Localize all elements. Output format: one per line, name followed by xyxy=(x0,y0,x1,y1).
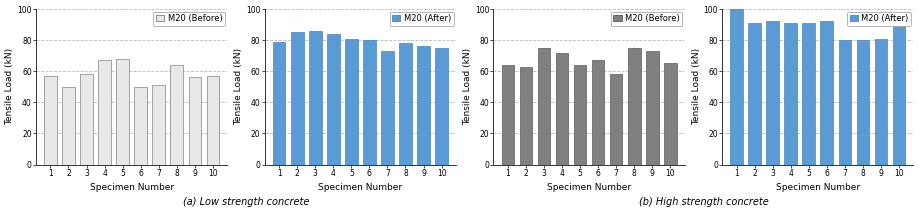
Bar xyxy=(628,48,641,165)
Y-axis label: Tensile Load (kN): Tensile Load (kN) xyxy=(6,48,15,125)
Bar xyxy=(291,32,303,165)
X-axis label: Specimen Number: Specimen Number xyxy=(776,183,860,192)
Bar xyxy=(664,64,676,165)
Bar xyxy=(785,23,797,165)
Legend: M20 (After): M20 (After) xyxy=(847,12,911,26)
Bar xyxy=(309,31,322,165)
Bar xyxy=(44,76,57,165)
Bar xyxy=(345,39,357,165)
Bar xyxy=(502,65,514,165)
Bar xyxy=(436,48,448,165)
Bar xyxy=(857,40,869,165)
Bar xyxy=(153,85,165,165)
Y-axis label: Tensile Load (kN): Tensile Load (kN) xyxy=(463,48,472,125)
Bar xyxy=(62,87,74,165)
Bar xyxy=(399,43,412,165)
Bar xyxy=(117,59,129,165)
Bar xyxy=(892,20,905,165)
Bar xyxy=(875,39,887,165)
Bar xyxy=(327,34,340,165)
Bar xyxy=(821,22,834,165)
Y-axis label: Tensile Load (kN): Tensile Load (kN) xyxy=(234,48,244,125)
X-axis label: Specimen Number: Specimen Number xyxy=(318,183,403,192)
Bar xyxy=(731,9,743,165)
Legend: M20 (After): M20 (After) xyxy=(390,12,454,26)
Y-axis label: Tensile Load (kN): Tensile Load (kN) xyxy=(692,48,700,125)
X-axis label: Specimen Number: Specimen Number xyxy=(89,183,174,192)
X-axis label: Specimen Number: Specimen Number xyxy=(547,183,631,192)
Bar xyxy=(381,51,393,165)
Bar xyxy=(98,60,111,165)
Bar xyxy=(838,40,851,165)
Bar xyxy=(417,46,430,165)
Bar xyxy=(519,67,532,165)
Bar xyxy=(170,65,183,165)
Legend: M20 (Before): M20 (Before) xyxy=(611,12,682,26)
Bar xyxy=(134,87,147,165)
Text: (a) Low strength concrete: (a) Low strength concrete xyxy=(183,197,309,207)
Text: (b) High strength concrete: (b) High strength concrete xyxy=(639,197,768,207)
Bar xyxy=(610,74,622,165)
Bar xyxy=(207,76,220,165)
Legend: M20 (Before): M20 (Before) xyxy=(153,12,225,26)
Bar xyxy=(188,77,201,165)
Bar xyxy=(766,22,779,165)
Bar xyxy=(592,60,605,165)
Bar xyxy=(573,65,586,165)
Bar xyxy=(646,51,659,165)
Bar xyxy=(556,53,568,165)
Bar xyxy=(802,23,815,165)
Bar xyxy=(538,48,550,165)
Bar xyxy=(363,40,376,165)
Bar xyxy=(273,42,286,165)
Bar xyxy=(80,74,93,165)
Bar xyxy=(748,23,761,165)
